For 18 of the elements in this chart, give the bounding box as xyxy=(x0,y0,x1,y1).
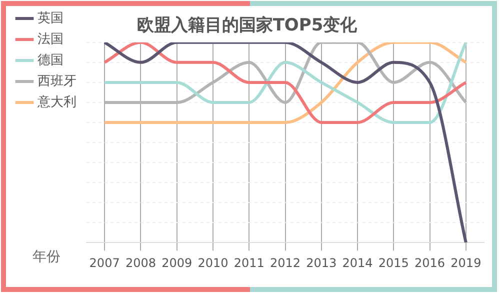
x-tick-label: 2016 xyxy=(414,256,446,270)
legend-label: 英国 xyxy=(38,10,64,26)
x-tick-label: 2010 xyxy=(198,256,228,270)
legend-label: 西班牙 xyxy=(38,74,76,89)
x-axis-title: 年份 xyxy=(32,249,60,266)
chart-title: 欧盟入籍目的国家TOP5变化 xyxy=(136,16,358,36)
legend-label: 德国 xyxy=(38,52,64,68)
legend-label: 法国 xyxy=(38,32,64,47)
x-tick-label: 2009 xyxy=(162,256,192,270)
x-tick-label: 2012 xyxy=(270,256,301,270)
legend-label: 意大利 xyxy=(36,94,76,110)
x-tick-label: 2008 xyxy=(125,256,156,270)
x-tick-label: 2014 xyxy=(342,256,373,270)
x-tick-label: 2019 xyxy=(450,256,482,270)
x-tick-label: 2011 xyxy=(234,256,264,270)
x-tick-label: 2007 xyxy=(89,256,120,270)
x-tick-label: 2013 xyxy=(306,256,337,270)
x-tick-label: 2015 xyxy=(378,256,409,270)
